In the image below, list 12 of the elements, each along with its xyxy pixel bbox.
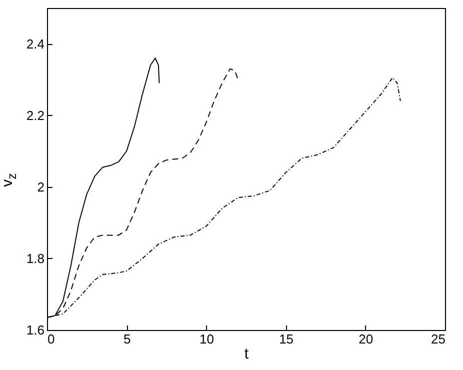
y-tick-label: 1.6 [26,322,44,338]
x-tick-label: 15 [279,332,294,346]
x-tick-label: 25 [431,332,446,346]
y-tick-label: 2.4 [26,36,44,52]
x-tick-label: 20 [358,332,374,346]
y-tick-label: 1.8 [26,250,44,266]
y-tick-label: 2 [37,179,44,194]
x-tick-label: 0 [48,332,55,346]
y-tick-label: 2.2 [26,108,44,123]
x-axis-title: t [244,346,250,362]
x-tick-label: 10 [199,332,214,346]
x-tick-label: 5 [123,332,131,346]
